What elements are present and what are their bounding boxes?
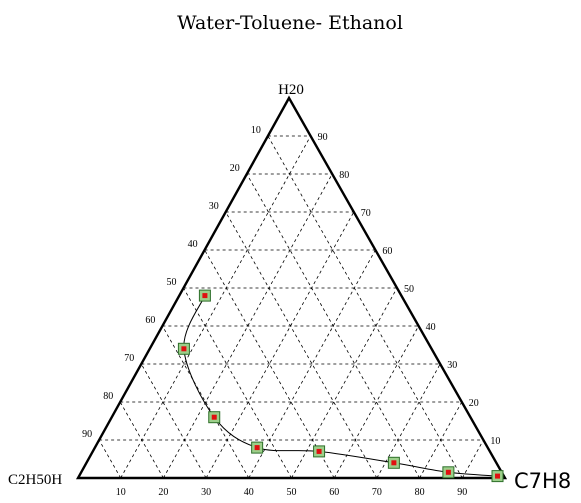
data-point-dot-8 [495, 473, 501, 479]
data-point-dot-2 [181, 346, 187, 352]
tick-labels: 10 10 10 20 20 20 30 30 30 40 40 40 50 50 50 60 60 60 70 70… [82, 125, 500, 498]
grid-line-toluene-10 [120, 135, 311, 479]
data-points [177, 289, 504, 483]
data-point-dot-1 [202, 293, 208, 299]
triangle-frame [75, 95, 508, 480]
data-point-dot-6 [391, 460, 397, 466]
tick-label-ethanol-30: 30 [209, 201, 219, 212]
tick-label-water-90: 90 [318, 132, 328, 143]
grid-line-toluene-90 [461, 439, 484, 479]
grid-line-toluene-60 [333, 325, 419, 479]
tick-label-toluene-50: 50 [287, 487, 297, 498]
vertex-label-top: H20 [278, 82, 304, 98]
grid-line-ethanol-80 [119, 401, 164, 479]
tick-label-toluene-20: 20 [158, 487, 168, 498]
grid-line-ethanol-50 [183, 287, 292, 479]
tick-label-water-40: 40 [426, 322, 436, 333]
tick-label-toluene-90: 90 [457, 487, 467, 498]
tick-label-ethanol-70: 70 [124, 353, 134, 364]
tick-label-ethanol-60: 60 [145, 315, 155, 326]
tick-label-water-30: 30 [447, 360, 457, 371]
vertex-label-bottom-right: C7H8 [514, 469, 571, 493]
data-point [177, 342, 190, 355]
tick-label-toluene-70: 70 [372, 487, 382, 498]
tick-label-toluene-80: 80 [415, 487, 425, 498]
tick-label-water-70: 70 [361, 208, 371, 219]
tick-label-ethanol-10: 10 [251, 125, 261, 136]
grid-line-ethanol-10 [267, 135, 463, 479]
grid-line-toluene-70 [376, 363, 441, 479]
data-point-dot-4 [254, 445, 260, 451]
grid-line-toluene-80 [419, 401, 463, 479]
data-point-dot-3 [211, 414, 217, 420]
tick-label-ethanol-20: 20 [230, 163, 240, 174]
grid-line-ethanol-60 [162, 325, 250, 479]
tick-label-water-10: 10 [490, 436, 500, 447]
binodal-curve [183, 295, 498, 477]
data-point [251, 441, 264, 454]
data-point [208, 411, 221, 424]
grid-line-ethanol-90 [98, 439, 122, 479]
data-point [442, 466, 455, 479]
grid-layer [98, 135, 484, 479]
vertex-label-bottom-left: C2H50H [8, 472, 62, 488]
data-point [313, 445, 326, 458]
tick-label-ethanol-50: 50 [167, 277, 177, 288]
tick-label-toluene-10: 10 [116, 487, 126, 498]
data-point [491, 470, 504, 483]
tick-label-toluene-40: 40 [244, 487, 254, 498]
data-point [387, 456, 400, 469]
grid-line-toluene-30 [205, 211, 355, 479]
tick-label-water-20: 20 [469, 398, 479, 409]
tick-label-water-50: 50 [404, 284, 414, 295]
chart-title: Water-Toluene- Ethanol [177, 12, 403, 34]
data-point-dot-7 [445, 469, 451, 475]
tick-label-water-80: 80 [339, 170, 349, 181]
tick-label-toluene-60: 60 [329, 487, 339, 498]
tick-label-water-60: 60 [382, 246, 392, 257]
tick-label-toluene-30: 30 [201, 487, 211, 498]
data-point [198, 289, 211, 302]
data-point-dot-5 [316, 448, 322, 454]
grid-line-toluene-20 [163, 173, 333, 479]
grid-line-ethanol-30 [225, 211, 378, 479]
tick-label-ethanol-80: 80 [103, 391, 113, 402]
tick-label-ethanol-90: 90 [82, 429, 92, 440]
tick-label-ethanol-40: 40 [188, 239, 198, 250]
grid-line-ethanol-70 [140, 363, 207, 479]
grid-line-toluene-50 [291, 287, 398, 479]
